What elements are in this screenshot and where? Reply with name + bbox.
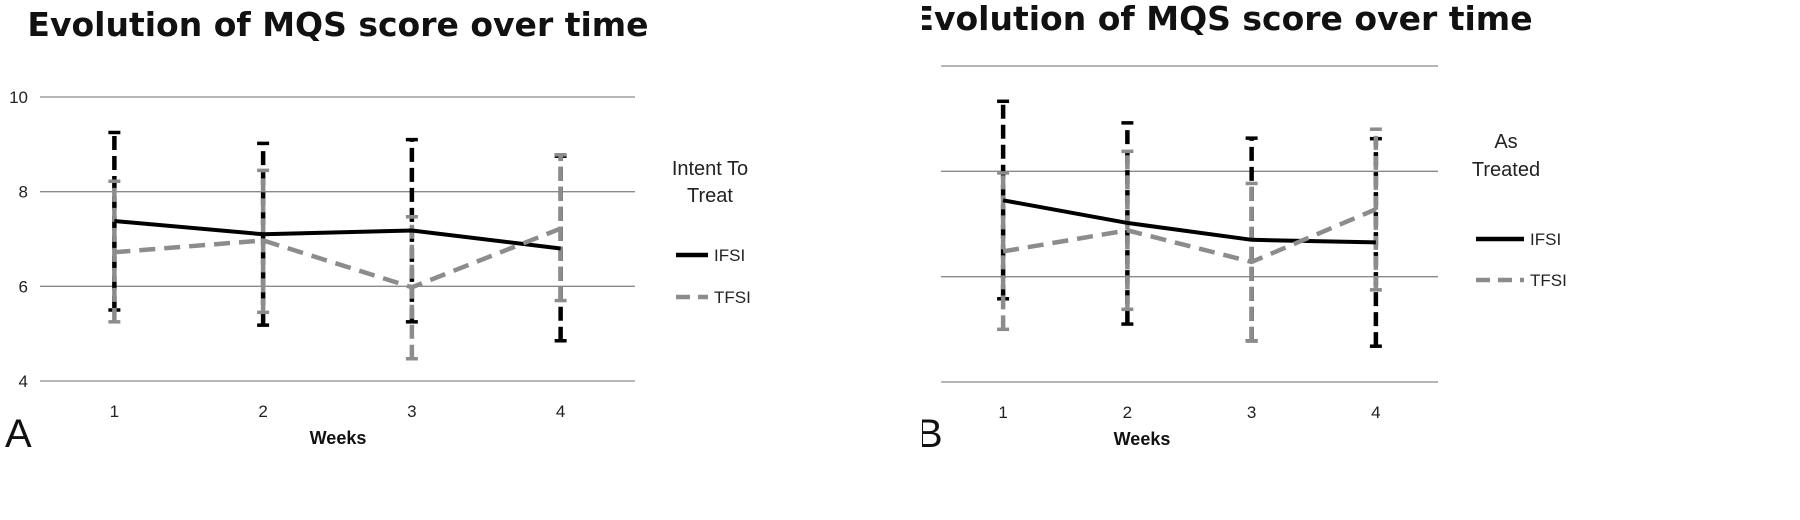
x-tick-label: 4 [1371, 403, 1380, 422]
legend-title: Intent To [672, 158, 748, 180]
x-tick-label: 1 [110, 402, 119, 421]
x-tick-label: 4 [556, 402, 565, 421]
y-tick-label: 6 [19, 277, 28, 296]
x-tick-label: 3 [1247, 403, 1256, 422]
x-axis-label: Weeks [1114, 429, 1171, 449]
x-tick-label: 2 [258, 402, 267, 421]
x-tick-label: 2 [1123, 403, 1132, 422]
series-line-ifsi [114, 221, 560, 248]
y-tick-label: 10 [9, 88, 28, 107]
legend-label-ifsi: IFSI [1530, 230, 1561, 249]
legend-label-tfsi: TFSI [1530, 271, 1567, 290]
series-line-tfsi [114, 229, 560, 288]
legend-label-tfsi: TFSI [714, 288, 751, 307]
series-line-ifsi [1003, 200, 1376, 242]
chart-panel-b: Evolution of MQS score over time46810123… [922, 0, 1800, 515]
panel-letter: A [5, 412, 32, 456]
x-tick-label: 3 [407, 402, 416, 421]
x-tick-label: 1 [998, 403, 1007, 422]
legend-title: Treated [1472, 159, 1540, 181]
panel-letter: B [922, 412, 943, 456]
y-tick-label: 4 [19, 372, 28, 391]
legend-title: Treat [687, 185, 733, 207]
x-axis-label: Weeks [310, 428, 367, 448]
y-tick-label: 8 [19, 183, 28, 202]
series-line-tfsi [1003, 209, 1376, 262]
legend-label-ifsi: IFSI [714, 246, 745, 265]
chart-b-svg: Evolution of MQS score over time46810123… [922, 0, 1800, 515]
legend-title: As [1494, 131, 1517, 153]
chart-title: Evolution of MQS score over time [922, 0, 1533, 38]
chart-title: Evolution of MQS score over time [27, 5, 648, 44]
